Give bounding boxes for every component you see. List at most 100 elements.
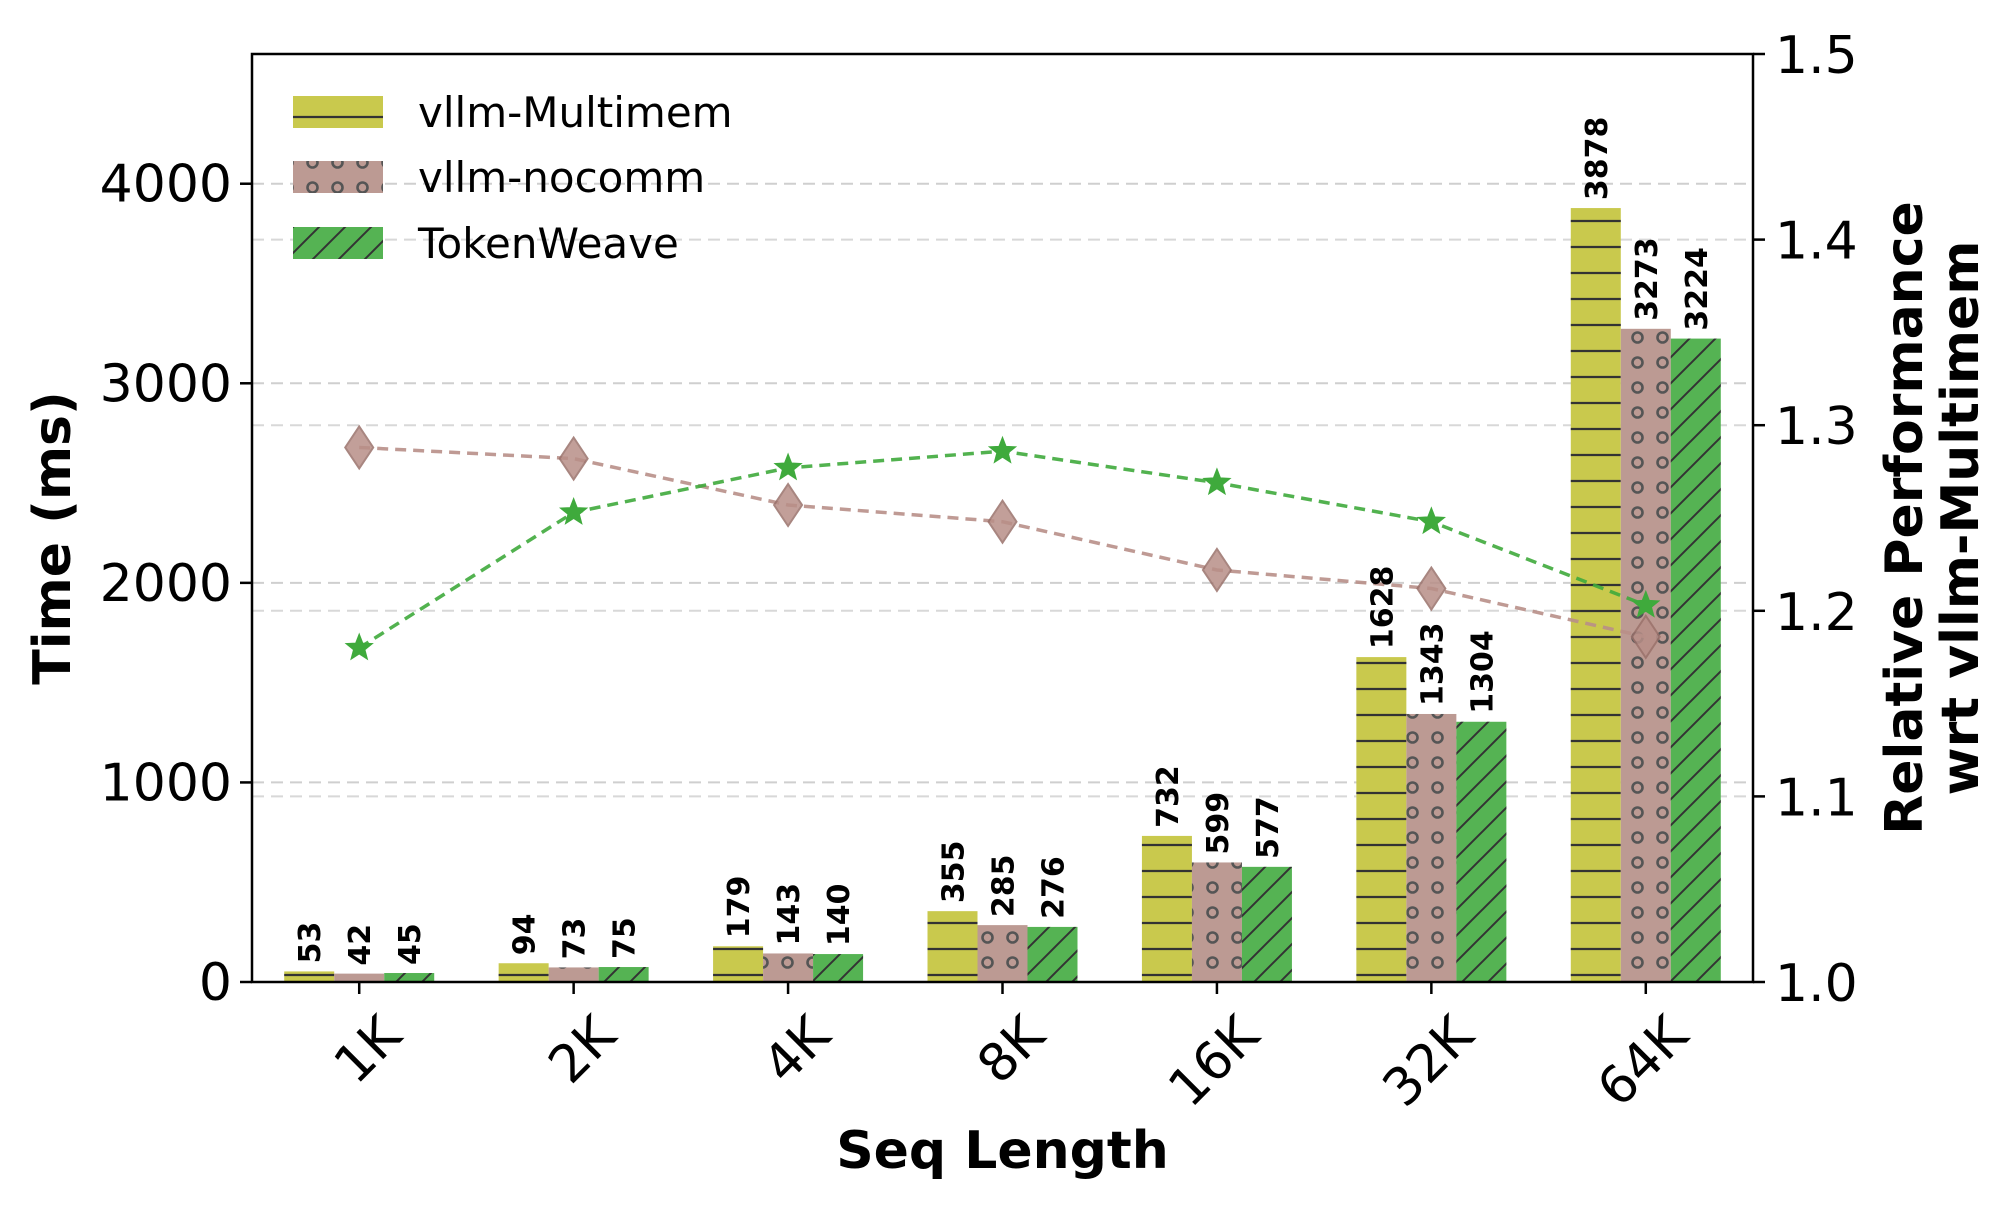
gridlines [252,182,1753,798]
bar-hatch [927,911,978,982]
bar-vllm-nocomm-8K [977,925,1028,982]
bar-hatch [713,946,764,982]
legend-label-vllm-nocomm: vllm-nocomm [418,153,705,202]
bar-label-vllm-multimem-1K: 53 [293,922,328,964]
bar-vllm-nocomm-4K [763,953,814,982]
bar-vllm-nocomm-16K [1191,862,1242,982]
x-tick-label-8K: 8K [966,1004,1057,1095]
bar-label-tokenweave-2K: 75 [608,917,643,959]
bar-hatch [1406,713,1457,982]
bar-vllm-multimem-4K [713,946,764,982]
marker-vllm-nocomm-64K [1630,613,1661,660]
bar-label-vllm-nocomm-4K: 143 [772,883,807,946]
marker-vllm-nocomm-32K [1416,565,1447,612]
line-tokenweave [358,449,1647,650]
legend-label-tokenweave: TokenWeave [417,219,679,268]
bar-vllm-nocomm-32K [1406,713,1457,982]
bar-label-tokenweave-4K: 140 [822,883,857,946]
y-axis-title: Time (ms) [23,391,83,685]
y2-tick-label-4: 1.4 [1775,212,1858,272]
x-axis: 1K 2K 4K 8K 16K 32K 64K [323,982,1701,1119]
marker-vllm-nocomm-16K [1201,547,1233,593]
right-y-axis: 1.0 1.1 1.2 1.3 1.4 1.5 [1753,26,1858,1014]
bar-label-vllm-nocomm-8K: 285 [987,854,1022,917]
bar-hatch [1456,721,1507,982]
bar-hatch [1191,862,1242,982]
marker-vllm-nocomm-4K [772,482,804,528]
marker-tokenweave-32K [1416,506,1446,535]
bar-label-tokenweave-8K: 276 [1037,856,1072,919]
x-tick-label-64K: 64K [1586,1004,1701,1119]
bar-hatch [763,953,814,982]
bar-label-vllm-nocomm-1K: 42 [343,924,378,966]
bar-hatch [384,973,435,982]
legend-swatch-hatch-vllm-nocomm [293,161,383,193]
y2-tick-label-2: 1.2 [1775,583,1858,643]
bar-label-vllm-multimem-64K: 3878 [1580,117,1615,201]
bar-label-vllm-nocomm-2K: 73 [558,918,593,960]
marker-tokenweave-2K [559,497,589,525]
x-tick-label-32K: 32K [1372,1004,1487,1119]
legend: vllm-Multimem vllm-nocomm TokenWeave [293,88,733,268]
bar-label-vllm-nocomm-64K: 3273 [1630,237,1665,321]
bar-hatch [1570,208,1621,982]
y-tick-label-4000: 4000 [100,155,232,215]
bars [284,208,1721,982]
legend-label-vllm-multimem: vllm-Multimem [418,88,733,137]
bar-label-tokenweave-1K: 45 [393,923,428,965]
bar-tokenweave-16K [1241,866,1292,982]
bar-label-tokenweave-16K: 577 [1251,796,1286,859]
marker-vllm-nocomm-2K [558,435,589,482]
bar-hatch [977,925,1028,982]
bar-hatch [1670,338,1721,982]
bar-hatch [334,973,385,982]
marker-tokenweave-8K [987,435,1018,464]
y2-tick-label-5: 1.5 [1775,26,1858,86]
marker-tokenweave-64K [1631,589,1661,618]
bar-vllm-multimem-32K [1356,657,1407,982]
marker-vllm-nocomm-8K [987,498,1018,545]
bar-label-vllm-multimem-2K: 94 [508,913,543,955]
bar-label-vllm-nocomm-16K: 599 [1201,792,1236,855]
marker-tokenweave-4K [773,452,803,481]
marker-tokenweave-1K [344,632,374,661]
bar-tokenweave-1K [384,973,435,982]
bar-hatch [284,971,335,982]
y-tick-label-0: 0 [199,953,232,1013]
marker-tokenweave-16K [1202,467,1232,496]
bar-label-vllm-multimem-8K: 355 [937,841,972,904]
bar-label-tokenweave-32K: 1304 [1465,630,1500,714]
bar-tokenweave-2K [598,967,649,982]
x-tick-label-4K: 4K [752,1004,843,1095]
legend-swatch-hatch-vllm-multimem [293,96,383,128]
legend-swatch-hatch-tokenweave [293,227,383,259]
bar-tokenweave-8K [1027,926,1078,982]
bar-label-tokenweave-64K: 3224 [1680,247,1715,331]
y-tick-label-2000: 2000 [100,554,232,614]
bar-tokenweave-32K [1456,721,1507,982]
relative-performance-lines [344,424,1661,661]
left-y-axis: 0 1000 2000 3000 4000 [100,155,252,1013]
bar-value-labels: 53 94 179 355 732 1628 3878 42 73 143 285 599 1343 32… [293,117,1715,966]
bar-hatch [1241,866,1292,982]
bar-vllm-multimem-2K [498,963,549,982]
bar-hatch [813,954,864,982]
y-tick-label-3000: 3000 [100,354,232,414]
bar-tokenweave-4K [813,954,864,982]
bar-hatch [598,967,649,982]
y-tick-label-1000: 1000 [100,753,232,813]
bar-label-vllm-nocomm-32K: 1343 [1415,622,1450,706]
bar-tokenweave-64K [1670,338,1721,982]
bar-hatch [548,967,599,982]
bar-vllm-multimem-16K [1141,835,1192,982]
x-tick-label-2K: 2K [537,1004,628,1095]
bar-hatch [1141,835,1192,982]
y2-axis-title-line1: Relative Performance [1875,201,1935,835]
y2-tick-label-0: 1.0 [1775,954,1858,1014]
x-axis-title: Seq Length [836,1121,1169,1181]
y2-axis-title-line2: wrt vllm-Multimem [1931,241,1991,796]
bar-vllm-multimem-8K [927,911,978,982]
bar-vllm-multimem-1K [284,971,335,982]
bar-label-vllm-multimem-4K: 179 [722,876,757,939]
